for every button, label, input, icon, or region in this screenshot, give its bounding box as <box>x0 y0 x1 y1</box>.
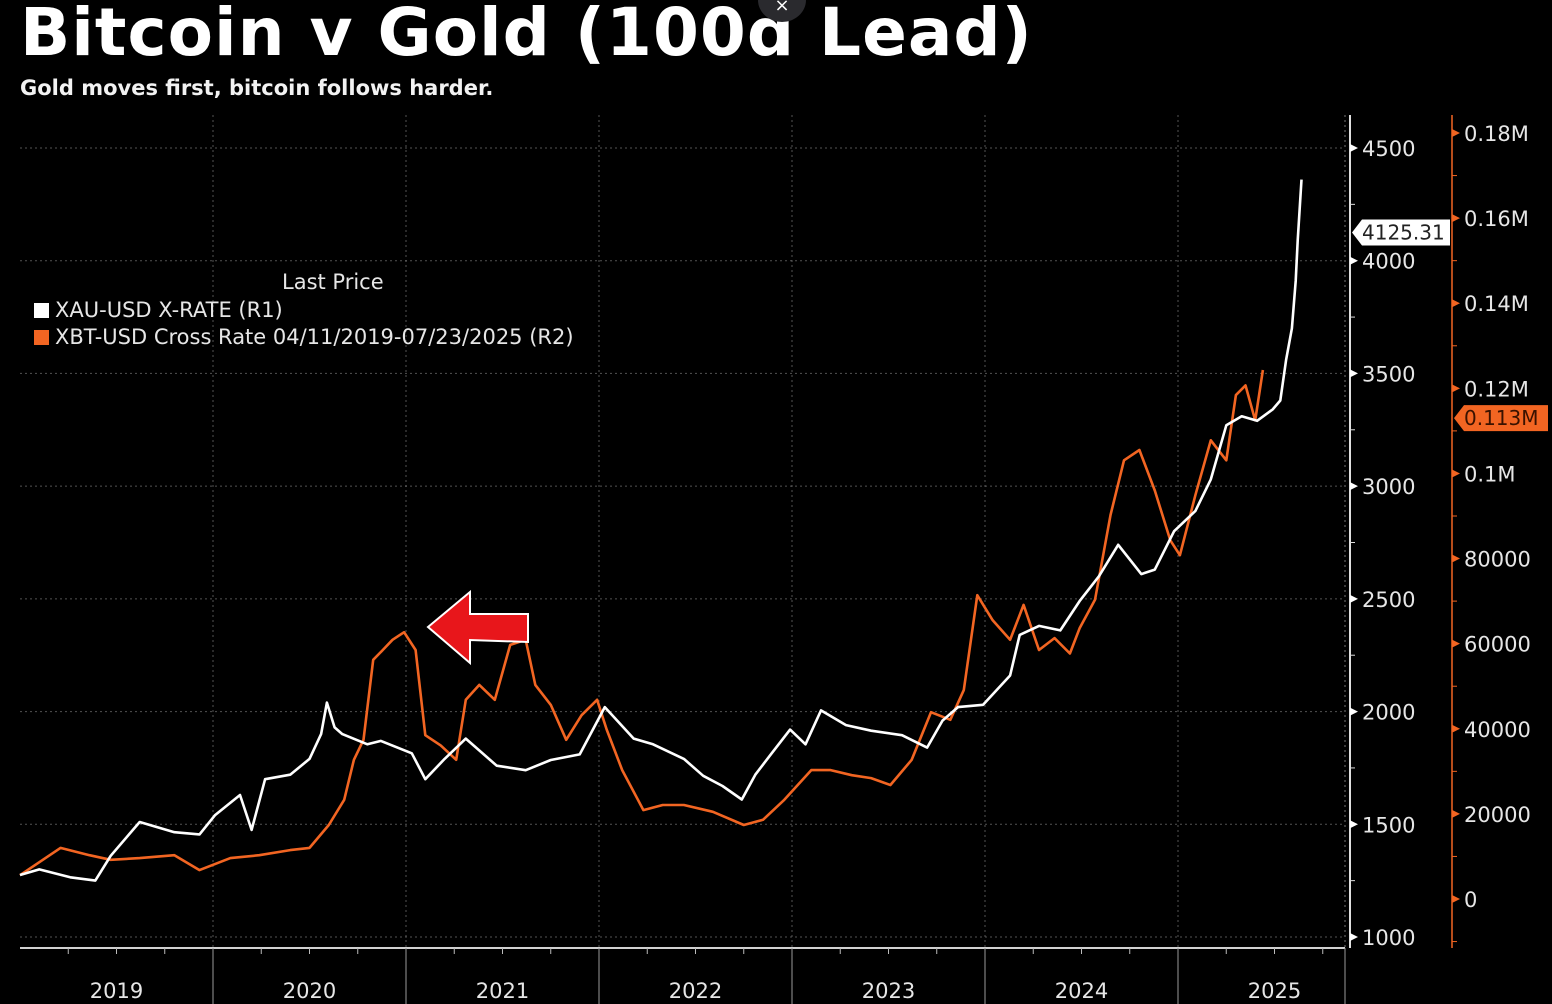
r1-tick-label: 4500 <box>1362 137 1415 161</box>
r1-tick-label: 1500 <box>1362 813 1415 837</box>
r2-tick-marker <box>1452 554 1460 563</box>
x-axis: 2019 2020 2021 2022 2023 2024 2025 <box>20 947 1346 1004</box>
r2-tick-label: 0.14M <box>1464 292 1529 316</box>
x-tick-label: 2024 <box>1055 979 1108 1003</box>
gold-series-line <box>19 179 1303 882</box>
chart-title: Bitcoin v Gold (100d Lead) <box>20 0 1033 71</box>
r2-tick-marker <box>1452 299 1460 308</box>
r1-tick-marker <box>1350 933 1358 941</box>
close-button[interactable]: × <box>758 0 806 22</box>
r1-tick-marker <box>1350 144 1358 152</box>
r1-tick-marker <box>1350 369 1358 378</box>
r2-tick-label: 0.12M <box>1464 377 1529 401</box>
r2-tick-label: 0 <box>1464 888 1477 912</box>
r2-tick-marker <box>1452 469 1460 478</box>
r2-tick-label: 0.16M <box>1464 207 1529 231</box>
legend-label-gold: XAU-USD X-RATE (R1) <box>55 298 283 322</box>
red-arrow-annotation <box>426 589 529 666</box>
r2-tick-marker <box>1452 129 1460 137</box>
x-tick-label: 2020 <box>283 979 336 1003</box>
r2-tick-marker <box>1452 214 1460 223</box>
r1-tick-marker <box>1350 594 1358 603</box>
r2-tick-marker <box>1452 895 1460 903</box>
r1-tick-label: 3500 <box>1362 362 1415 386</box>
gold-last-value-tag <box>1352 219 1450 246</box>
r2-tick-label: 0.18M <box>1464 122 1529 146</box>
r2-tick-label: 80000 <box>1464 548 1531 572</box>
chart-subtitle: Gold moves first, bitcoin follows harder… <box>20 76 494 100</box>
series-group <box>19 179 1303 882</box>
r1-tick-marker <box>1350 256 1358 265</box>
r1-tick-label: 2500 <box>1362 588 1415 612</box>
x-tick-label: 2022 <box>669 979 722 1003</box>
r2-tick-label: 40000 <box>1464 718 1531 742</box>
r2-tick-marker <box>1452 809 1460 818</box>
legend-label-btc: XBT-USD Cross Rate 04/11/2019-07/23/2025… <box>55 325 574 349</box>
legend-swatch-btc <box>34 329 49 345</box>
r2-tick-label: 0.1M <box>1464 462 1516 486</box>
gridlines <box>20 115 1345 948</box>
r1-tick-label: 3000 <box>1362 475 1415 499</box>
r2-axis: 0 20000 40000 60000 80000 0.1M 0.12M 0.14M 0.16M… <box>1451 115 1531 948</box>
r1-tick-label: 2000 <box>1362 701 1415 725</box>
r2-tick-marker <box>1452 384 1460 393</box>
legend-item-gold[interactable]: XAU-USD X-RATE (R1) <box>34 298 283 322</box>
r1-axis: 1000 1500 2000 2500 3000 3500 4000 4500 <box>1344 115 1415 950</box>
legend-header: Last Price <box>282 270 384 294</box>
legend-swatch-gold <box>34 302 49 318</box>
btc-series-line <box>19 369 1265 877</box>
x-tick-label: 2021 <box>476 979 529 1003</box>
r1-tick-label: 4000 <box>1362 250 1415 274</box>
r2-tick-label: 60000 <box>1464 633 1531 657</box>
r2-tick-marker <box>1452 724 1460 733</box>
gold-last-value-label: 4125.31 <box>1362 220 1445 244</box>
x-tick-label: 2019 <box>90 979 143 1003</box>
r2-tick-marker <box>1452 639 1460 648</box>
btc-last-value-label: 0.113M <box>1464 406 1539 430</box>
r2-tick-label: 20000 <box>1464 803 1531 827</box>
r1-tick-marker <box>1350 707 1358 716</box>
r1-tick-marker <box>1350 482 1358 491</box>
btc-last-value-tag <box>1454 405 1548 432</box>
x-tick-label: 2023 <box>862 979 915 1003</box>
annotations: 4125.31 0.113M <box>426 219 1548 666</box>
close-icon: × <box>774 0 790 16</box>
x-tick-label: 2025 <box>1248 979 1301 1003</box>
r1-tick-label: 1000 <box>1362 926 1415 950</box>
legend-item-btc[interactable]: XBT-USD Cross Rate 04/11/2019-07/23/2025… <box>34 325 574 349</box>
r1-tick-marker <box>1350 820 1358 829</box>
